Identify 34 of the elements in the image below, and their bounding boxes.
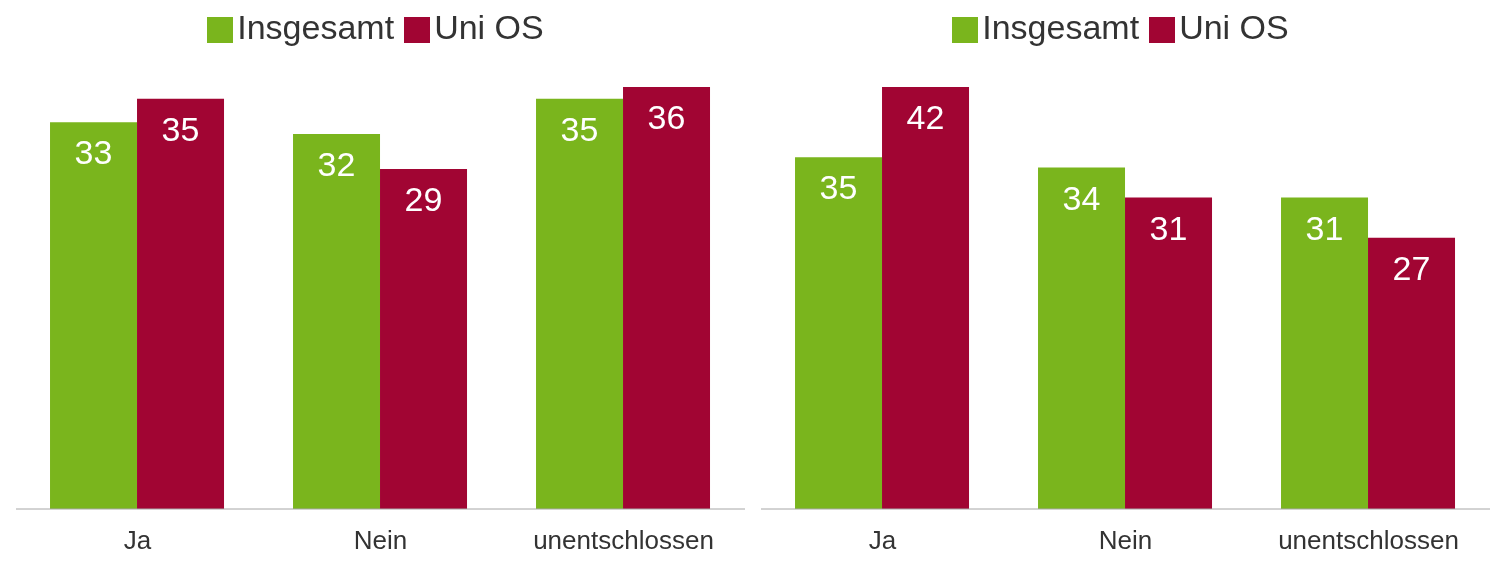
x-tick-label: Nein — [353, 525, 408, 556]
x-tick-label: unentschlossen — [533, 525, 714, 556]
bar — [795, 157, 883, 509]
legend-label: Uni OS — [1179, 8, 1289, 46]
legend-label: Insgesamt — [237, 8, 395, 46]
x-tick-label: unentschlossen — [1278, 525, 1459, 556]
data-label: 32 — [317, 145, 356, 184]
bar — [536, 98, 624, 509]
bar — [1038, 167, 1126, 509]
data-label: 34 — [1062, 178, 1101, 217]
bar — [137, 98, 225, 509]
bar — [380, 169, 468, 509]
x-tick-label: Ja — [868, 525, 897, 556]
data-label: 35 — [161, 109, 200, 148]
bar — [293, 133, 381, 509]
data-label: 42 — [906, 98, 945, 137]
legend-label: Uni OS — [434, 8, 544, 46]
data-label: 29 — [404, 180, 443, 219]
data-label: 35 — [560, 109, 599, 148]
bar — [50, 122, 138, 509]
data-label: 27 — [1392, 248, 1431, 287]
bar — [1125, 197, 1213, 509]
bar — [1368, 237, 1456, 509]
x-tick-label: Nein — [1098, 525, 1153, 556]
data-label: 36 — [647, 98, 686, 137]
data-label: 33 — [74, 133, 113, 172]
data-label: 31 — [1305, 208, 1344, 247]
data-label: 35 — [819, 168, 858, 207]
x-tick-label: Ja — [123, 525, 152, 556]
bar — [882, 87, 970, 509]
legend-label: Insgesamt — [982, 8, 1140, 46]
bar — [1281, 197, 1369, 509]
data-label: 31 — [1149, 208, 1188, 247]
bar — [623, 87, 711, 509]
